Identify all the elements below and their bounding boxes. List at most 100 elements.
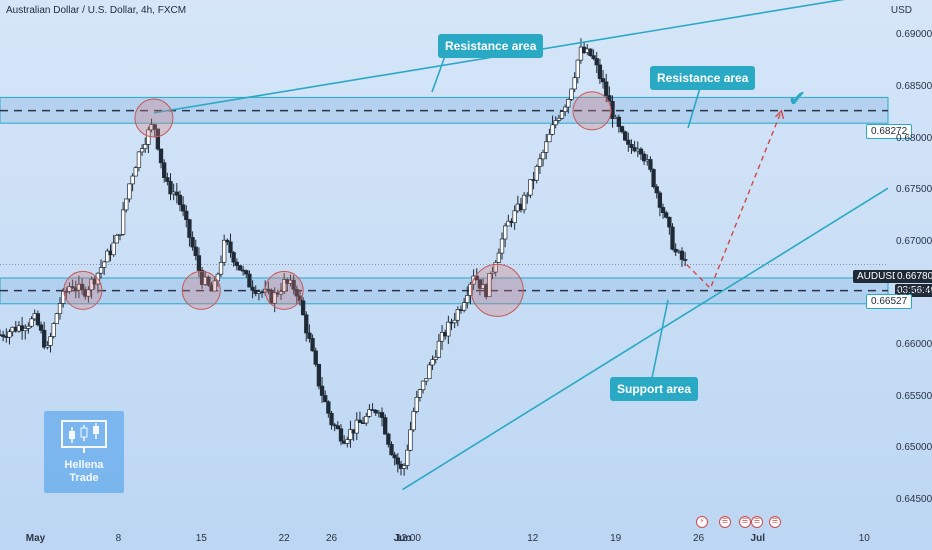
- candle-body: [117, 233, 123, 236]
- logo-line-2: Trade: [69, 472, 99, 484]
- highlight-circle: [134, 98, 174, 138]
- candle: [490, 266, 495, 280]
- candle-body: [70, 286, 75, 289]
- candle-body: [231, 252, 236, 263]
- candle-body: [679, 250, 685, 260]
- candle: [503, 223, 508, 248]
- candle: [228, 233, 233, 258]
- candle-body: [26, 325, 31, 329]
- candle: [591, 49, 596, 61]
- candle-body: [604, 81, 609, 96]
- candle-body: [367, 409, 372, 417]
- candle-body: [534, 166, 539, 181]
- candle: [158, 148, 164, 169]
- candle: [278, 282, 284, 300]
- candle-body: [446, 321, 451, 337]
- candle: [395, 453, 400, 473]
- candle: [316, 363, 322, 390]
- candle: [282, 272, 287, 295]
- candle-body: [468, 283, 473, 296]
- candle-body: [512, 210, 517, 224]
- candle: [424, 378, 429, 386]
- candle: [57, 297, 63, 320]
- candle-body: [411, 411, 416, 431]
- candle-body: [250, 286, 255, 291]
- candle: [664, 210, 669, 219]
- candle-body: [357, 419, 363, 423]
- candle: [405, 444, 410, 470]
- candle: [304, 311, 309, 342]
- candle-body: [648, 159, 653, 170]
- y-tick-label: 0.64500: [896, 493, 932, 505]
- y-tick-label: 0.67000: [896, 235, 932, 247]
- candle-body: [487, 273, 492, 298]
- candle-body: [335, 425, 340, 430]
- candle: [379, 407, 385, 427]
- event-icon[interactable]: ⚡: [696, 516, 708, 528]
- candle: [335, 421, 340, 430]
- candle: [383, 414, 388, 435]
- candle-body: [177, 194, 183, 206]
- candle-body: [461, 302, 467, 311]
- candle-body: [553, 120, 558, 126]
- candle-body: [332, 424, 337, 427]
- logo-line-1: Hellena: [64, 459, 104, 471]
- candle: [180, 196, 186, 217]
- candle: [629, 139, 634, 154]
- y-tick-label: 0.65000: [896, 442, 932, 454]
- candle: [657, 190, 663, 217]
- x-tick-label: 15: [195, 533, 207, 544]
- x-tick-label: Jul: [750, 533, 765, 544]
- us-flag-icon[interactable]: ☰: [751, 516, 763, 528]
- resistance-callout-upper[interactable]: Resistance area: [438, 34, 544, 58]
- candle: [127, 183, 132, 203]
- us-flag-icon[interactable]: ☰: [739, 516, 751, 528]
- candle: [162, 159, 167, 183]
- support-callout[interactable]: Support area: [610, 377, 699, 401]
- candle: [114, 233, 119, 244]
- candle: [7, 329, 12, 345]
- lower-trendline: [402, 187, 889, 491]
- candle: [648, 156, 653, 173]
- candle-body: [127, 183, 132, 200]
- candle: [102, 260, 107, 275]
- candle: [174, 183, 179, 204]
- candle: [420, 380, 426, 394]
- candle-body: [266, 288, 271, 291]
- current-price-tag: 0.66780: [895, 270, 932, 283]
- candle-body: [619, 126, 625, 133]
- candle: [136, 151, 142, 172]
- resistance-callout-right[interactable]: Resistance area: [650, 66, 756, 90]
- candle-body: [7, 331, 12, 338]
- candle: [196, 247, 202, 278]
- x-tick-label: 26: [692, 533, 705, 544]
- candle: [35, 310, 41, 327]
- candle: [563, 104, 568, 117]
- candle-body: [537, 158, 543, 167]
- projection-arrow: [774, 109, 785, 119]
- candle-body: [190, 237, 195, 248]
- candle-body: [114, 235, 119, 244]
- candle-body: [588, 48, 593, 56]
- y-tick-label: 0.65500: [896, 390, 932, 402]
- candle: [184, 205, 189, 228]
- candle: [89, 276, 94, 299]
- candle-body: [102, 261, 107, 268]
- y-tick-label: 0.69000: [896, 29, 932, 41]
- candle-body: [600, 78, 606, 83]
- candle-body: [452, 319, 457, 324]
- candle-body: [569, 88, 574, 100]
- us-flag-icon[interactable]: ☰: [769, 516, 781, 528]
- us-flag-icon[interactable]: ☰: [719, 516, 731, 528]
- candle: [23, 324, 28, 340]
- candle-body: [51, 323, 56, 337]
- candle-body: [304, 314, 309, 334]
- candle: [370, 403, 375, 412]
- candle: [54, 312, 59, 324]
- candle: [417, 388, 423, 402]
- candle-body: [408, 429, 413, 451]
- candle: [623, 130, 628, 142]
- candle-body: [155, 128, 161, 150]
